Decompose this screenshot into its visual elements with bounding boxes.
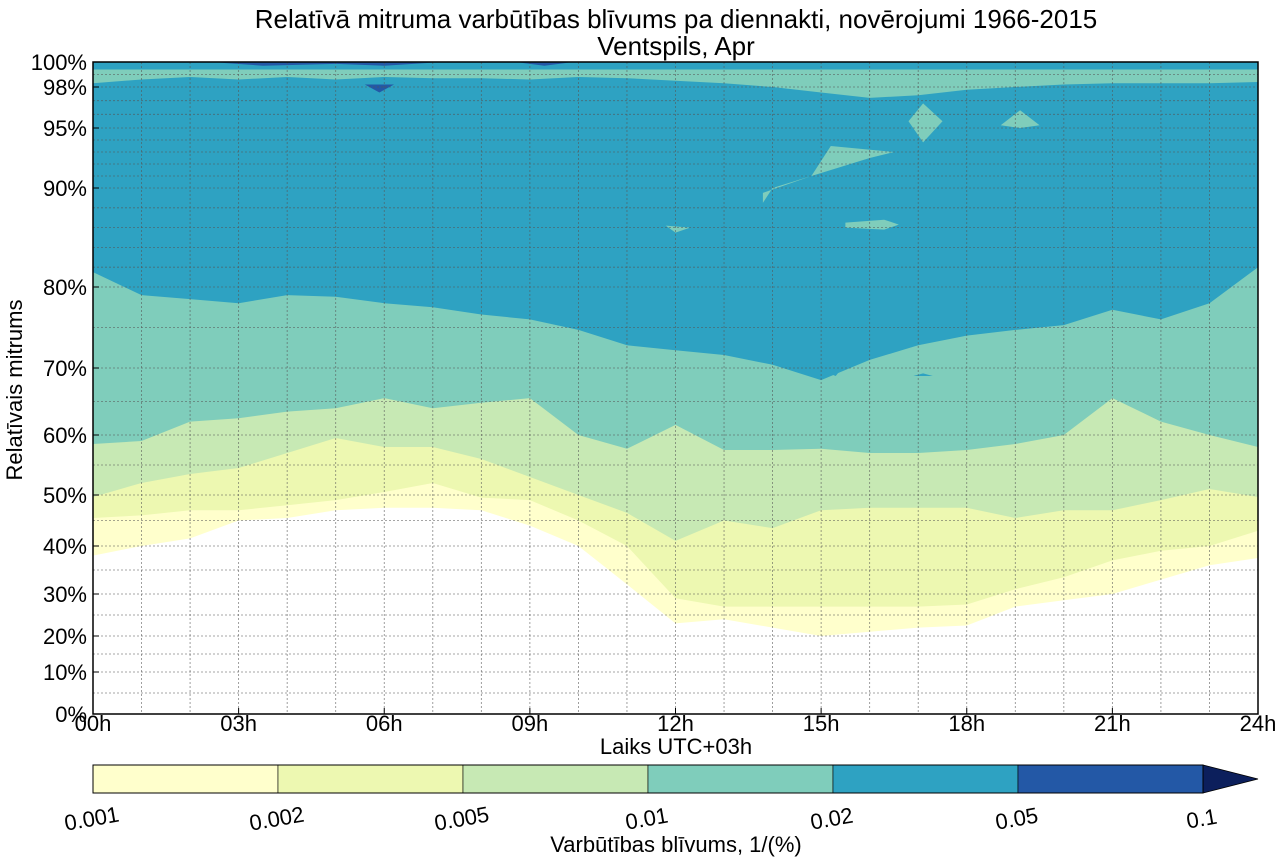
contour-island-0.01 <box>1000 110 1040 128</box>
colorbar-tick-label: 0.002 <box>247 802 306 836</box>
x-tick-label: 24h <box>1240 711 1277 736</box>
y-tick-label: 60% <box>43 423 87 448</box>
x-tick-label: 00h <box>75 711 112 736</box>
colorbar-segment <box>832 764 1019 794</box>
colorbar-segment <box>277 764 464 794</box>
contour-island-0.05 <box>219 62 433 66</box>
y-tick-label: 80% <box>43 275 87 300</box>
contour-island-0.05 <box>520 62 569 66</box>
colorbar-tick-label: 0.001 <box>62 802 121 836</box>
colorbar-frame <box>92 764 1204 794</box>
x-tick-label: 21h <box>1094 711 1131 736</box>
y-tick-label: 10% <box>43 660 87 685</box>
grid-lines <box>93 62 1258 714</box>
contour-island-0.05 <box>364 84 394 93</box>
x-axis-label: Laiks UTC+03h <box>600 734 752 759</box>
y-tick-label: 0% <box>55 702 87 727</box>
contour-island-0.01 <box>845 219 899 230</box>
chart-subtitle: Ventspils, Apr <box>597 31 755 61</box>
colorbar-tick-label: 0.005 <box>432 802 491 836</box>
contour-island-0.01 <box>665 225 691 233</box>
x-axis-ticks: 00h 03h 06h 09h 12h 15h 18h 21h 24h <box>75 708 1277 736</box>
x-tick-label: 09h <box>512 711 549 736</box>
contour-island-0.01 <box>908 103 943 143</box>
y-axis-label: Relatīvais mitrums <box>2 300 27 481</box>
colorbar-segment <box>647 764 834 794</box>
x-tick-label: 12h <box>657 711 694 736</box>
colorbar-extend-arrow <box>1202 764 1259 794</box>
colorbar-tick-label: 0.05 <box>993 803 1040 835</box>
y-tick-label: 40% <box>43 534 87 559</box>
colorbar-segment <box>1017 764 1204 794</box>
x-tick-label: 18h <box>948 711 985 736</box>
y-tick-label: 100% <box>31 50 87 75</box>
colorbar-segment <box>92 764 279 794</box>
y-tick-label: 70% <box>43 356 87 381</box>
chart-title: Relatīvā mitruma varbūtības blīvums pa d… <box>255 4 1098 34</box>
colorbar-segment <box>462 764 649 794</box>
x-tick-label: 03h <box>220 711 257 736</box>
y-tick-label: 50% <box>43 483 87 508</box>
colorbar-tick-label: 0.1 <box>1184 804 1218 834</box>
colorbar-tick-label: 0.02 <box>808 803 855 835</box>
x-tick-label: 06h <box>366 711 403 736</box>
colorbar-tick-label: 0.01 <box>623 803 670 835</box>
y-tick-label: 95% <box>43 116 87 141</box>
y-tick-label: 98% <box>43 75 87 100</box>
contour-island-0.02 <box>811 363 846 376</box>
colorbar-label: Varbūtības blīvums, 1/(%) <box>550 832 801 857</box>
y-tick-label: 30% <box>43 582 87 607</box>
x-tick-label: 15h <box>803 711 840 736</box>
contour-regions <box>93 62 1258 636</box>
y-axis-ticks: 0% 10% 20% 30% 40% 50% 60% 70% 80% 90% 95% 98%100% <box>31 50 99 727</box>
contour-island-0.01 <box>762 146 894 203</box>
colorbar: 0.001 0.002 0.005 0.01 0.02 0.05 0.1 <box>62 764 1259 836</box>
y-tick-label: 20% <box>43 624 87 649</box>
y-tick-label: 90% <box>43 176 87 201</box>
